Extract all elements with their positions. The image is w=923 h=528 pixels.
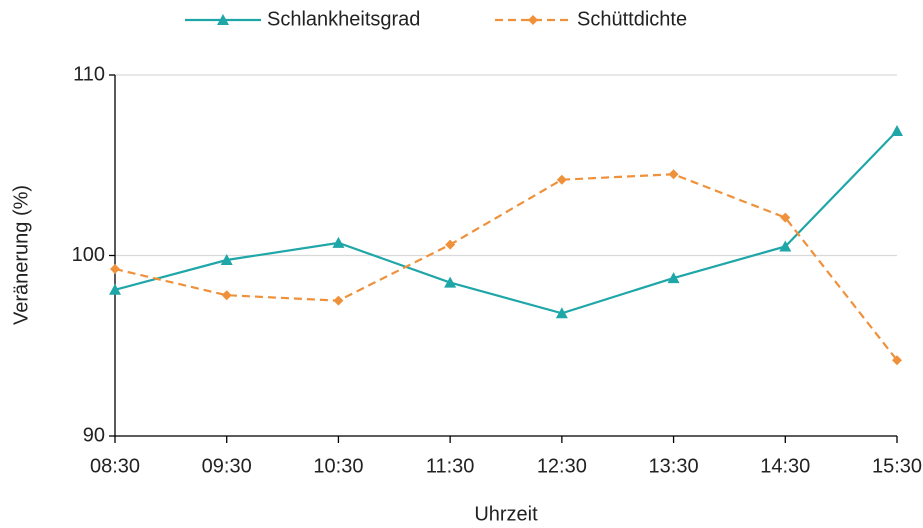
marker: [220, 254, 233, 266]
x-tick-label: 15:30: [872, 455, 922, 477]
marker: [779, 240, 792, 252]
y-tick-label: 100: [72, 244, 105, 266]
marker: [444, 276, 457, 288]
marker: [892, 355, 902, 366]
marker: [110, 264, 120, 275]
line: [114, 130, 898, 315]
x-tick-label: 11:30: [426, 455, 475, 477]
x-tick-label: 13:30: [649, 455, 699, 477]
marker: [668, 169, 679, 180]
marker: [109, 283, 121, 295]
legend-label: Schlankheitsgrad: [267, 8, 420, 30]
legend-marker: [528, 15, 538, 25]
y-tick-label: 110: [73, 63, 105, 85]
x-tick-label: 14:30: [760, 455, 810, 477]
marker: [221, 290, 232, 301]
marker: [667, 272, 680, 284]
legend-label: Schüttdichte: [577, 8, 687, 30]
marker: [556, 174, 567, 185]
legend-marker: [217, 14, 229, 25]
y-axis-label: Veränerung (%): [10, 185, 32, 325]
line: [114, 173, 898, 361]
y-tick-label: 90: [83, 424, 105, 446]
x-tick-label: 09:30: [202, 455, 252, 477]
x-tick-label: 08:30: [90, 455, 140, 477]
x-tick-label: 10:30: [313, 455, 363, 477]
marker: [445, 239, 456, 250]
marker: [891, 124, 903, 136]
x-axis-label: Uhrzeit: [474, 503, 538, 525]
marker: [555, 307, 568, 319]
marker: [332, 236, 345, 248]
marker: [780, 212, 791, 223]
x-tick-label: 12:30: [537, 455, 587, 477]
marker: [333, 295, 344, 306]
